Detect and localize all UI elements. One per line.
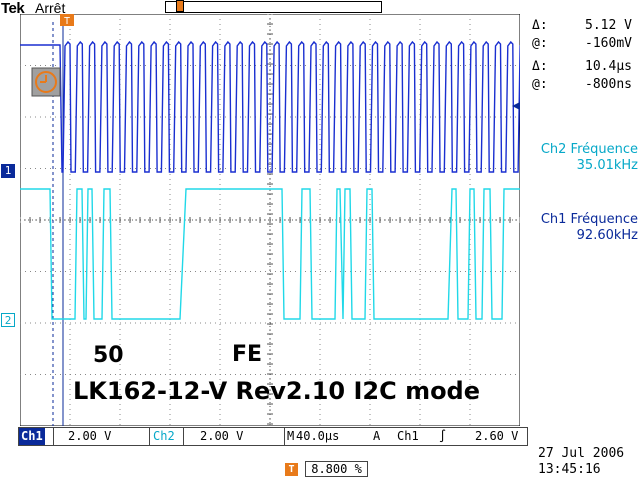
ch2-frequency-measurement: Ch2 Fréquence 35.01kHz — [541, 142, 638, 174]
date-value: 27 Jul 2006 — [538, 446, 625, 461]
ch1-frequency-measurement: Ch1 Fréquence 92.60kHz — [541, 212, 638, 244]
cursor-time-at: -800ns — [585, 77, 632, 92]
timebase-tag: M — [284, 428, 294, 445]
trigger-level[interactable]: 2.60 V — [475, 429, 519, 443]
ch2-frequency-label: Ch2 Fréquence — [540, 142, 638, 157]
timebase-value[interactable]: 40.0µs — [296, 429, 340, 443]
annotation-data: FE — [232, 342, 263, 367]
svg-text:T: T — [64, 16, 70, 27]
trigger-level-arrow-icon — [512, 102, 520, 110]
ch2-frequency-value: 35.01kHz — [576, 158, 638, 173]
annotation-address: 50 — [93, 343, 124, 368]
horizontal-position[interactable]: T 8.800 % — [285, 461, 368, 477]
cursor-time-at-symbol: @: — [532, 77, 548, 92]
brand-logo: Tek — [1, 0, 25, 17]
time-value: 13:45:16 — [538, 462, 601, 477]
cursor-volt-delta: 5.12 V — [585, 18, 632, 33]
cursor-volt-at: -160mV — [585, 36, 632, 51]
status-bar: Ch1 2.00 V Ch2 2.00 V M 40.0µs A Ch1 ∫ 2… — [18, 427, 528, 446]
ch2-waveform — [20, 188, 520, 320]
ch1-scale[interactable]: 2.00 V — [53, 428, 147, 445]
cursor-time-delta: 10.4µs — [585, 59, 632, 74]
record-view-bar — [165, 1, 382, 13]
trigger-position-marker[interactable] — [176, 0, 184, 12]
trigger-mode: A — [373, 429, 381, 443]
ch1-frequency-label: Ch1 Fréquence — [540, 212, 638, 227]
timestamp: 27 Jul 2006 13:45:16 — [538, 446, 624, 478]
horizontal-position-value[interactable]: 8.800 % — [305, 461, 368, 477]
scope-display: T — [20, 14, 520, 426]
ch2-scale[interactable]: 2.00 V — [183, 428, 283, 445]
cursor-time-delta-symbol: Δ: — [532, 59, 548, 74]
ch2-ground-marker[interactable]: 2 — [1, 313, 15, 327]
trigger-t-icon: T — [285, 462, 298, 476]
trigger-slope-icon[interactable]: ∫ — [439, 429, 447, 443]
ch2-tag[interactable]: Ch2 — [149, 428, 175, 445]
clock-icon — [31, 67, 61, 97]
annotation-title: LK162-12-V Rev2.10 I2C mode — [73, 377, 481, 405]
cursor-volt-at-symbol: @: — [532, 36, 548, 51]
ch1-tag[interactable]: Ch1 — [19, 428, 45, 445]
ch1-waveform — [20, 40, 520, 173]
acquisition-state: Arrêt — [35, 0, 66, 16]
ch1-frequency-value: 92.60kHz — [576, 228, 638, 243]
trigger-source[interactable]: Ch1 — [397, 429, 419, 443]
ch1-ground-marker[interactable]: 1 — [1, 164, 15, 178]
trigger-indicator-icon: T — [60, 14, 74, 27]
cursor-volt-delta-symbol: Δ: — [532, 18, 548, 33]
